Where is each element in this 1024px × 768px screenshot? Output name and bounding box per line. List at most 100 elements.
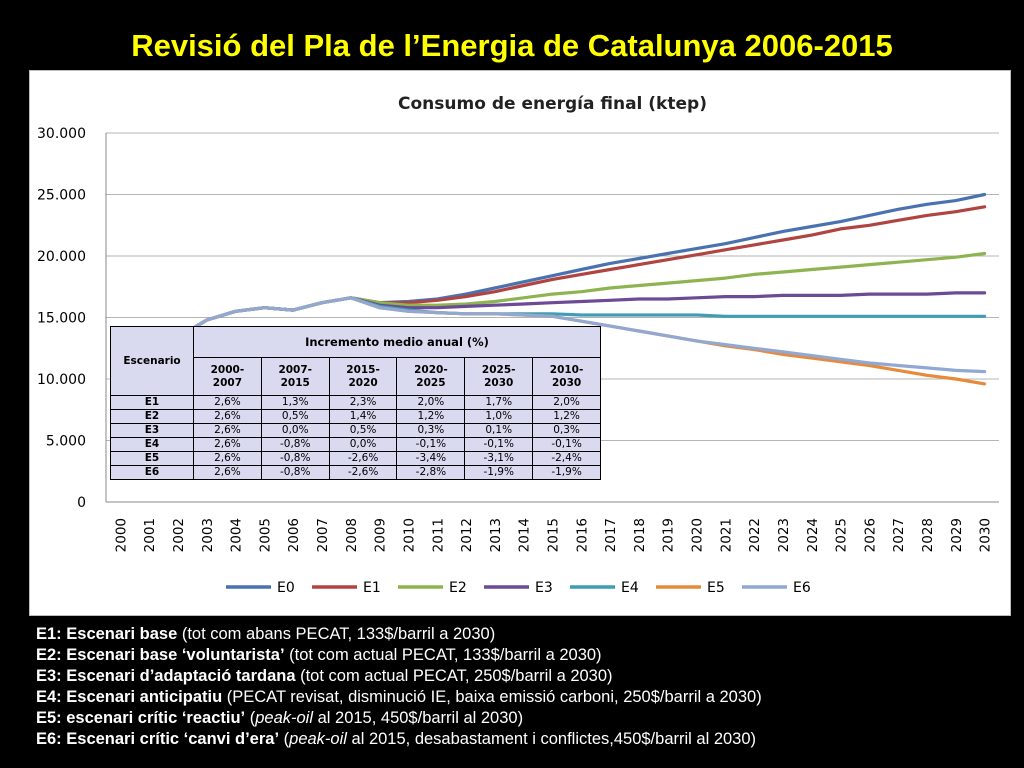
chart-panel: Consumo de energía final (ktep) 0 5.000 10.… bbox=[29, 70, 1011, 616]
period-header: 2025- 2030 bbox=[464, 357, 534, 396]
table-cell: 0,3% bbox=[532, 423, 601, 438]
x-tick-label: 2015 bbox=[546, 518, 562, 552]
x-tick-label: 2000 bbox=[113, 518, 129, 552]
line-chart: Consumo de energía final (ktep) 0 5.000 10.… bbox=[37, 94, 999, 596]
period-end: 2025 bbox=[416, 376, 446, 389]
x-tick-label: 2021 bbox=[718, 518, 734, 552]
slide-title: Revisió del Pla de l’Energia de Cataluny… bbox=[131, 28, 893, 63]
scenario-note-desc: (tot com actual PECAT, 250$/barril a 203… bbox=[295, 667, 613, 685]
x-tick-label: 2018 bbox=[632, 518, 648, 552]
scenario-note: E3: Escenari d’adaptació tardana (tot co… bbox=[36, 666, 1016, 687]
x-tick-label: 2024 bbox=[805, 518, 821, 552]
scenario-note-tail: al 2015, 450$/barril al 2030) bbox=[313, 709, 524, 727]
table-cell: -0,1% bbox=[464, 437, 534, 452]
x-tick-label: 2020 bbox=[690, 518, 706, 552]
table-cell: 1,4% bbox=[328, 409, 398, 424]
y-tick-label: 10.000 bbox=[37, 372, 86, 388]
x-tick-label: 2023 bbox=[776, 518, 792, 552]
table-cell: 0,5% bbox=[260, 409, 330, 424]
x-tick-label: 2013 bbox=[488, 518, 504, 552]
period-start: 2015- bbox=[346, 363, 380, 376]
y-tick-label: 15.000 bbox=[37, 311, 86, 327]
table-row: E3 2,6% 0,0% 0,5% 0,3% 0,1% 0,3% bbox=[110, 423, 601, 438]
table-cell: 1,7% bbox=[464, 395, 534, 410]
y-tick-label: 0 bbox=[77, 495, 86, 511]
scenario-note: E2: Escenari base ‘voluntarista’ (tot co… bbox=[36, 645, 1016, 666]
period-end: 2030 bbox=[551, 376, 582, 389]
scenario-note-name: E5: escenari crític ‘reactiu’ bbox=[36, 709, 246, 727]
scenario-note-desc: (tot com actual PECAT, 133$/barril a 203… bbox=[284, 646, 602, 664]
table-cell: -3,1% bbox=[464, 451, 534, 466]
table-cell: -2,6% bbox=[328, 465, 398, 480]
scenario-note: E6: Escenari crític ‘canvi d’era’ (peak-… bbox=[36, 729, 1016, 750]
table-cell: 2,6% bbox=[193, 437, 262, 452]
table-cell: 1,0% bbox=[464, 409, 534, 424]
x-tick-label: 2007 bbox=[315, 518, 331, 552]
period-start: 2007- bbox=[278, 363, 313, 376]
x-tick-label: 2009 bbox=[373, 518, 389, 552]
y-tick-label: 20.000 bbox=[37, 249, 86, 265]
table-cell: -3,4% bbox=[396, 451, 466, 466]
table-cell: 2,6% bbox=[193, 395, 262, 410]
series-line-e6 bbox=[118, 296, 987, 374]
legend-label-e3: E3 bbox=[535, 580, 553, 596]
table-cell: -0,8% bbox=[260, 465, 330, 480]
y-tick-label: 25.000 bbox=[37, 188, 86, 204]
table-cell: -2,6% bbox=[328, 451, 398, 466]
table-cell: 2,6% bbox=[193, 451, 262, 466]
table-cell: -0,1% bbox=[396, 437, 466, 452]
period-header: 2010- 2030 bbox=[532, 357, 601, 396]
x-tick-label: 2006 bbox=[286, 518, 302, 552]
table-row: E6 2,6% -0,8% -2,6% -2,8% -1,9% -1,9% bbox=[110, 465, 601, 480]
table-cell: 2,0% bbox=[532, 395, 601, 410]
table-cell: -2,4% bbox=[532, 451, 601, 466]
chart-title: Consumo de energía final (ktep) bbox=[398, 94, 707, 114]
row-label: E4 bbox=[110, 437, 194, 452]
table-cell: 2,6% bbox=[193, 423, 262, 438]
table-row: E2 2,6% 0,5% 1,4% 1,2% 1,0% 1,2% bbox=[110, 409, 601, 424]
table-cell: -0,8% bbox=[260, 451, 330, 466]
row-label: E3 bbox=[110, 423, 194, 438]
x-tick-label: 2016 bbox=[574, 518, 590, 552]
x-tick-label: 2022 bbox=[747, 518, 763, 552]
table-cell: 0,1% bbox=[464, 423, 534, 438]
table-header-row: Escenario Incremento medio anual (%) bbox=[110, 326, 601, 396]
x-tick-label: 2008 bbox=[344, 518, 360, 552]
scenario-header: Escenario bbox=[110, 326, 194, 396]
scenario-note-desc: (PECAT revisat, disminució IE, baixa emi… bbox=[222, 688, 762, 706]
table-cell: 0,5% bbox=[328, 423, 398, 438]
scenario-note-italic: peak-oil bbox=[289, 730, 347, 748]
table-row: E4 2,6% -0,8% 0,0% -0,1% -0,1% -0,1% bbox=[110, 437, 601, 452]
x-tick-label: 2030 bbox=[978, 518, 994, 552]
period-end: 2015 bbox=[280, 376, 310, 389]
x-tick-label: 2028 bbox=[920, 518, 936, 552]
x-tick-label: 2011 bbox=[430, 518, 446, 552]
period-header: 2007- 2015 bbox=[260, 357, 330, 396]
x-tick-label: 2019 bbox=[661, 518, 677, 552]
scenario-note-name: E4: Escenari anticipatiu bbox=[36, 688, 223, 706]
period-end: 2020 bbox=[348, 376, 378, 389]
table-cell: 1,2% bbox=[532, 409, 601, 424]
legend-label-e5: E5 bbox=[707, 580, 725, 596]
period-start: 2025- bbox=[481, 363, 516, 376]
scenario-note-name: E1: Escenari base bbox=[36, 625, 178, 643]
period-header: 2000- 2007 bbox=[193, 357, 262, 396]
x-tick-label: 2002 bbox=[171, 518, 187, 552]
table-cell: 1,3% bbox=[260, 395, 330, 410]
x-tick-label: 2004 bbox=[229, 518, 245, 552]
scenario-note-desc: ( bbox=[279, 730, 290, 748]
x-tick-label: 2012 bbox=[459, 518, 475, 552]
legend-label-e4: E4 bbox=[621, 580, 639, 596]
table-cell: 2,6% bbox=[193, 409, 262, 424]
table-cell: -0,8% bbox=[260, 437, 330, 452]
scenario-note-desc: ( bbox=[245, 709, 256, 727]
table-cell: -1,9% bbox=[532, 465, 601, 480]
legend-label-e0: E0 bbox=[277, 580, 295, 596]
scenario-notes: E1: Escenari base (tot com abans PECAT, … bbox=[36, 624, 1016, 750]
table-period-row: 2000- 2007 2007- 2015 2015- 2020 2020- 2025 2025… bbox=[111, 357, 601, 396]
scenario-note-name: E6: Escenari crític ‘canvi d’era’ bbox=[36, 730, 280, 748]
table-cell: 0,0% bbox=[260, 423, 330, 438]
row-label: E1 bbox=[110, 395, 194, 410]
y-tick-label: 30.000 bbox=[37, 126, 86, 142]
table-cell: -2,8% bbox=[396, 465, 466, 480]
